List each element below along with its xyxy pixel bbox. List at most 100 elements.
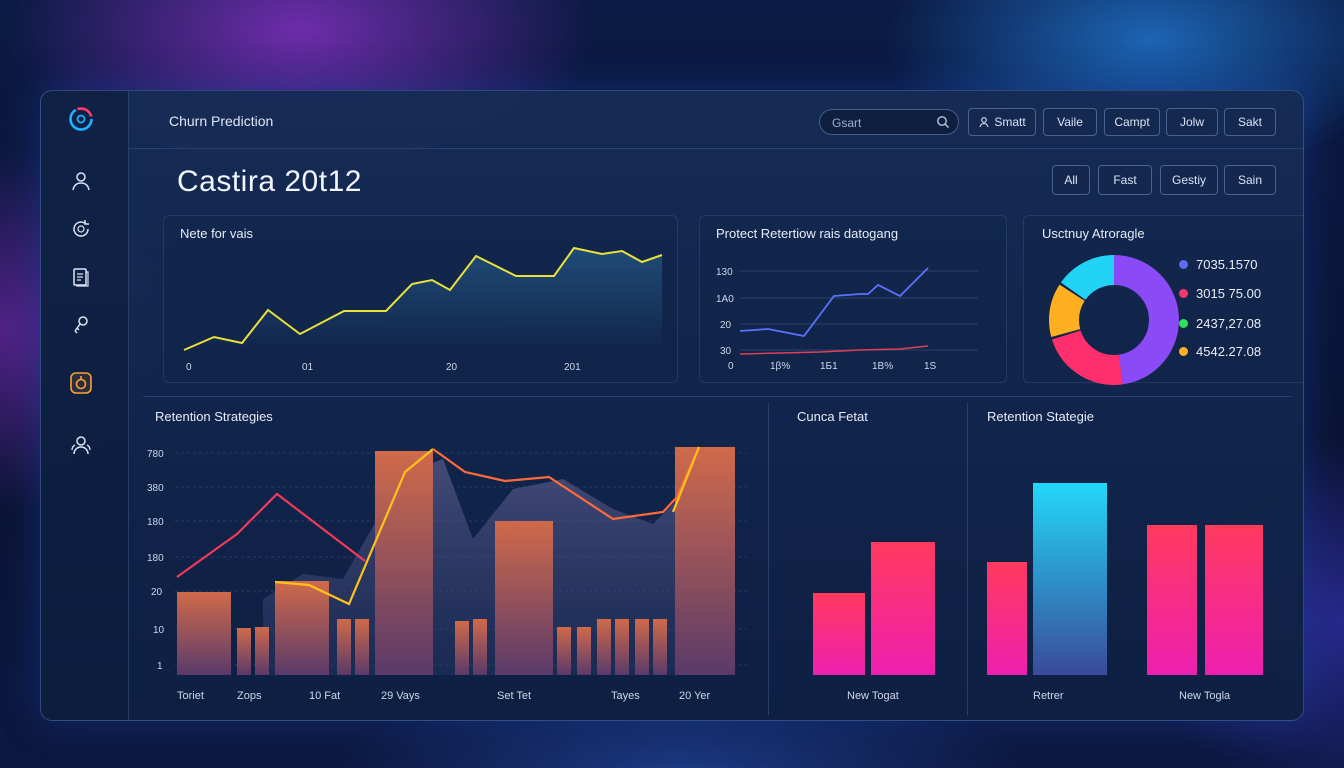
filter-all[interactable]: All bbox=[1052, 165, 1090, 195]
retention-bar-chart: Retrer New Togla bbox=[987, 483, 1263, 702]
toolbar-button-vaile[interactable]: Vaile bbox=[1043, 108, 1097, 136]
donut-chart bbox=[1049, 255, 1179, 385]
toolbar-button-sakt[interactable]: Sakt bbox=[1224, 108, 1276, 136]
shield-icon[interactable] bbox=[67, 369, 95, 397]
bar bbox=[987, 562, 1027, 675]
trend-line bbox=[183, 246, 663, 351]
yellow-series-line bbox=[274, 448, 434, 606]
document-icon[interactable] bbox=[67, 263, 95, 291]
legend-value: 3015 75.00 bbox=[1196, 286, 1262, 301]
panel-retention-lines: Protect Retertiow rais datogang 130 1A0 … bbox=[699, 215, 1007, 383]
filter-sain[interactable]: Sain bbox=[1224, 165, 1276, 195]
filter-label: Fast bbox=[1113, 173, 1137, 187]
refresh-icon[interactable] bbox=[67, 215, 95, 243]
y-tick: 1 bbox=[157, 661, 163, 672]
x-tick: 1Β% bbox=[872, 361, 893, 372]
legend-value: 2437,27.08 bbox=[1196, 316, 1262, 331]
y-tick: 30 bbox=[720, 346, 732, 357]
toolbar-button-label: Vaile bbox=[1057, 115, 1083, 129]
toolbar-button-label: Campt bbox=[1114, 115, 1150, 129]
x-tick: Zops bbox=[237, 690, 262, 702]
panel-title: Cunca Fetat bbox=[797, 409, 868, 424]
x-tick: 10 Fat bbox=[309, 690, 340, 702]
x-tick: 0 bbox=[728, 361, 734, 372]
retention-line-chart: 130 1A0 20 30 0 1β% 1Б1 1Β% 1S bbox=[716, 267, 978, 372]
bar bbox=[1147, 525, 1197, 675]
legend-item: 7035.1570 bbox=[1179, 257, 1257, 272]
toolbar-button-jolw[interactable]: Jolw bbox=[1166, 108, 1218, 136]
top-bar: Churn Prediction Gsart Smatt Vaile Campt… bbox=[129, 91, 1303, 149]
user-icon[interactable] bbox=[67, 167, 95, 195]
section-divider bbox=[967, 403, 968, 715]
filter-label: Sain bbox=[1237, 173, 1263, 187]
x-label: New Togla bbox=[1179, 690, 1231, 702]
panel-cunca-fetat: Cunca Fetat New Togat bbox=[771, 399, 963, 719]
filter-gestiy[interactable]: Gestiy bbox=[1160, 165, 1218, 195]
search-icon[interactable] bbox=[936, 115, 950, 132]
legend-item: 4542.27.08 bbox=[1179, 344, 1261, 359]
x-tick: Toriet bbox=[177, 690, 204, 702]
search-input[interactable]: Gsart bbox=[819, 109, 959, 135]
bar bbox=[1033, 483, 1107, 675]
x-tick: 20 Yer bbox=[679, 690, 711, 702]
legend-dot bbox=[1179, 260, 1188, 269]
x-tick: 01 bbox=[302, 362, 314, 373]
group-icon[interactable] bbox=[67, 431, 95, 459]
panel-retention-strategies: Retention Strategies 780 380 180 180 20 … bbox=[143, 399, 761, 719]
y-tick: 20 bbox=[720, 320, 732, 331]
y-tick: 20 bbox=[151, 587, 163, 598]
y-tick: 1A0 bbox=[716, 294, 734, 305]
y-tick: 10 bbox=[153, 625, 165, 636]
toolbar-button-smatt[interactable]: Smatt bbox=[968, 108, 1036, 136]
section-divider bbox=[768, 403, 769, 715]
legend-item: 3015 75.00 bbox=[1179, 286, 1261, 301]
app-title: Churn Prediction bbox=[169, 113, 274, 129]
dashboard-window: Churn Prediction Gsart Smatt Vaile Campt… bbox=[40, 90, 1304, 721]
orange-series-line bbox=[432, 446, 701, 521]
trend-chart: 0 01 20 201 bbox=[183, 246, 663, 373]
red-series-line bbox=[739, 345, 929, 355]
logo-icon[interactable] bbox=[67, 105, 95, 133]
blue-series-line bbox=[739, 267, 929, 337]
x-label: Retrer bbox=[1033, 690, 1064, 702]
bar bbox=[237, 628, 251, 675]
x-tick: 1S bbox=[924, 361, 937, 372]
bar bbox=[275, 581, 329, 675]
panel-trend: Nete for vais 0 01 20 201 bbox=[163, 215, 678, 383]
section-divider bbox=[143, 396, 1291, 397]
legend-dot bbox=[1179, 289, 1188, 298]
x-tick: 29 Vays bbox=[381, 690, 420, 702]
key-icon[interactable] bbox=[67, 311, 95, 339]
donut-slice-red bbox=[1049, 255, 1179, 385]
panel-title: Usctnuy Atroragle bbox=[1042, 226, 1145, 241]
bar bbox=[615, 619, 629, 675]
bar bbox=[473, 619, 487, 675]
cunca-bar-chart: New Togat bbox=[813, 542, 935, 702]
x-tick: Tayes bbox=[611, 690, 640, 702]
bar bbox=[355, 619, 369, 675]
bar bbox=[813, 593, 865, 675]
panel-title: Retention Stategie bbox=[987, 409, 1094, 424]
x-tick: 1Б1 bbox=[820, 361, 838, 372]
panel-title: Retention Strategies bbox=[155, 409, 273, 424]
panel-donut: Usctnuy Atroragle bbox=[1023, 215, 1303, 385]
bar bbox=[653, 619, 667, 675]
legend-dot bbox=[1179, 319, 1188, 328]
toolbar-button-label: Sakt bbox=[1237, 115, 1262, 129]
bar bbox=[1205, 525, 1263, 675]
panel-title: Protect Retertiow rais datogang bbox=[716, 226, 899, 241]
bar bbox=[455, 621, 469, 675]
trend-area bbox=[184, 248, 662, 350]
yellow-series-line bbox=[671, 446, 701, 513]
toolbar-button-label: Jolw bbox=[1179, 115, 1204, 129]
bar bbox=[255, 627, 269, 675]
toolbar-button-label: Smatt bbox=[994, 115, 1026, 129]
user-icon bbox=[979, 117, 989, 128]
toolbar-button-campt[interactable]: Campt bbox=[1104, 108, 1160, 136]
filter-fast[interactable]: Fast bbox=[1098, 165, 1152, 195]
donut-slice-orange bbox=[1049, 255, 1179, 385]
bar bbox=[337, 619, 351, 675]
y-tick: 130 bbox=[716, 267, 733, 278]
sidebar bbox=[41, 91, 129, 720]
retention-combo-chart: 780 380 180 180 20 10 1 bbox=[147, 446, 747, 702]
